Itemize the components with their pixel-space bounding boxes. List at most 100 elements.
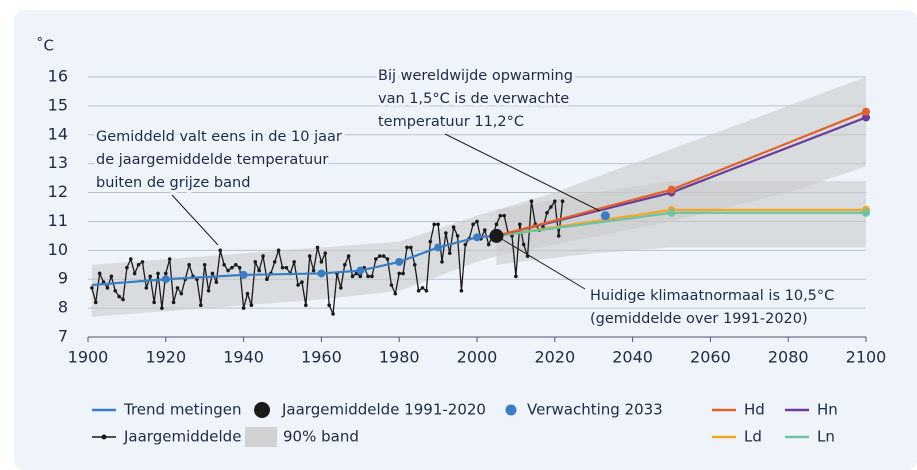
band [91, 77, 866, 317]
legend-label: Hd [744, 401, 765, 419]
annotation: Huidige klimaatnormaal is 10,5°C [590, 288, 834, 304]
y-tick-label: 9 [58, 269, 68, 288]
leader-line [171, 194, 219, 246]
data-point [152, 300, 156, 305]
legend-label: Ld [744, 428, 762, 446]
data-point [117, 294, 121, 299]
legend-label: Hn [817, 401, 838, 419]
data-point [412, 262, 417, 267]
data-point [276, 248, 281, 253]
data-point [549, 205, 553, 209]
y-tick-label: 11 [48, 211, 68, 230]
y-tick-label: 8 [58, 298, 68, 317]
y-tick-label: 7 [58, 327, 68, 346]
y-tick-label: 12 [48, 182, 68, 201]
data-point [517, 222, 522, 227]
annotation: Gemiddeld valt eens in de 10 jaar [96, 129, 342, 145]
data-point [389, 283, 394, 287]
data-point [234, 262, 238, 267]
data-point [187, 262, 191, 267]
data-point [667, 208, 676, 217]
data-point [486, 242, 491, 247]
data-point [409, 245, 413, 250]
data-point [307, 254, 312, 258]
data-point [498, 213, 503, 218]
data-point [420, 286, 425, 290]
data-point [444, 231, 448, 235]
data-point [350, 274, 355, 279]
data-point [128, 257, 133, 261]
data-point [300, 280, 304, 284]
data-point [514, 274, 518, 279]
point [600, 211, 610, 221]
data-point [393, 291, 398, 296]
data-point [317, 269, 326, 278]
x-tick-label: 2020 [534, 348, 575, 367]
data-point [356, 266, 365, 275]
y-tick-label: 15 [48, 95, 68, 114]
data-point [482, 228, 487, 232]
data-point [93, 300, 98, 305]
data-point [179, 291, 184, 296]
x-tick-label: 2080 [768, 348, 809, 367]
legend-swatch [101, 434, 107, 440]
data-point [226, 268, 230, 273]
data-point [160, 306, 164, 310]
annotation: de jaargemiddelde temperatuur [96, 152, 328, 168]
data-point [424, 288, 429, 293]
data-point [292, 260, 296, 264]
data-point [136, 262, 141, 267]
data-point [237, 265, 242, 270]
legend-label: Ln [817, 428, 835, 446]
data-point [156, 271, 160, 276]
data-point [222, 262, 226, 267]
data-point [164, 271, 168, 276]
data-point [862, 208, 870, 217]
data-point [366, 274, 370, 279]
data-point [175, 286, 180, 290]
data-point [463, 242, 468, 247]
data-point [214, 280, 219, 284]
data-point [416, 288, 421, 293]
legend-swatch [505, 404, 517, 416]
x-tick-label: 1900 [68, 348, 109, 367]
x-tick-label: 2040 [612, 348, 653, 367]
data-point [296, 283, 300, 287]
data-point [132, 271, 137, 276]
data-point [97, 271, 102, 276]
data-point [148, 274, 153, 279]
data-point [140, 260, 145, 264]
data-point [560, 199, 565, 204]
legend-label: Trend metingen [123, 401, 241, 419]
legend-swatch [254, 402, 270, 418]
data-point [545, 210, 549, 215]
data-point [304, 303, 308, 308]
data-point [455, 234, 460, 238]
data-point [239, 270, 248, 279]
data-point [529, 199, 534, 204]
data-point [553, 199, 557, 204]
x-tick-label: 1940 [223, 348, 264, 367]
data-point [358, 274, 363, 279]
data-point [339, 286, 343, 290]
data-point [113, 288, 118, 293]
data-point [494, 222, 499, 227]
data-point [144, 286, 149, 290]
data-point [667, 185, 676, 194]
y-tick-label: 14 [48, 124, 68, 143]
data-point [167, 257, 172, 261]
data-point [272, 260, 277, 264]
data-point [397, 271, 402, 276]
legend-label: Jaargemiddelde 1991-2020 [281, 401, 486, 419]
legend-label: Verwachting 2033 [527, 401, 663, 419]
data-point [315, 245, 320, 250]
data-point [447, 251, 452, 256]
data-point [90, 286, 94, 290]
data-point [280, 265, 285, 270]
annotation: temperatuur 11,2°C [378, 114, 524, 130]
data-point [346, 254, 351, 258]
y-tick-label: 13 [48, 153, 68, 172]
data-point [556, 234, 561, 238]
data-point [249, 303, 254, 308]
